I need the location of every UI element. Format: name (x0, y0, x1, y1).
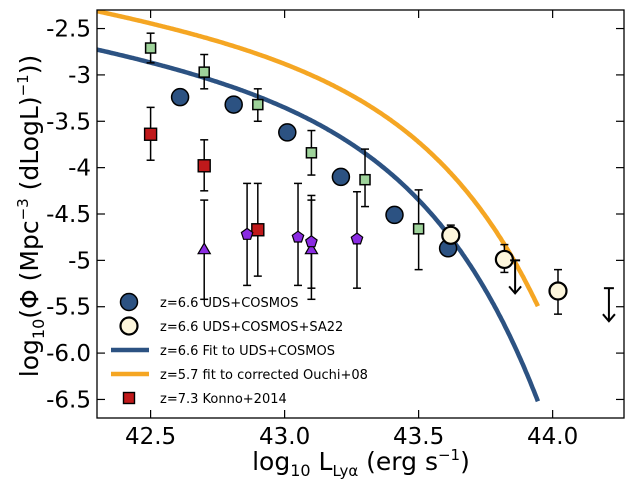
y-tick-label: -4.5 (46, 202, 91, 228)
konno-square-marker (143, 127, 158, 141)
y-tick-label: -5.5 (46, 295, 91, 321)
y-tick-label: -2.5 (46, 17, 91, 43)
y-axis-title: log10(Φ (Mpc−3 (dLogL)−1)) (14, 55, 48, 377)
blue-circle-marker (170, 87, 190, 107)
green-square-marker (144, 42, 157, 54)
x-axis-title: log10 LLyα (erg s−1) (252, 446, 470, 480)
green-square-marker (252, 98, 264, 111)
konno-square-marker (197, 159, 211, 173)
axis-ticks: 42.5 43.0 43.5 44.0 -2.5 -3 -3.5 -4 -4.5 -5 -5.5 -6… (46, 10, 624, 450)
blue-fit-curve (97, 47, 541, 403)
legend-label: z=6.6 Fit to UDS+COSMOS (160, 344, 335, 359)
green-square-marker (305, 147, 318, 159)
green-square-marker (198, 66, 210, 78)
purple-pentagon-marker (291, 230, 305, 243)
legend-label: z=7.3 Konno+2014 (160, 392, 287, 407)
blue-circle-marker (331, 167, 351, 187)
blue-circle-marker (224, 95, 243, 114)
upper-limit-arrow-head (602, 313, 616, 323)
fit-curves (97, 10, 541, 403)
y-tick-label: -6.0 (46, 341, 91, 367)
x-tick-label: 43.0 (259, 424, 310, 450)
konno-square-marker (251, 223, 265, 237)
purple-pentagon-marker (240, 227, 254, 240)
x-tick-label: 43.5 (393, 424, 444, 450)
legend-square-swatch (122, 391, 136, 405)
purple-pentagon-marker (350, 232, 364, 245)
purple-triangle-marker (197, 242, 212, 255)
blue-circle-marker (278, 123, 297, 142)
green-square-marker (412, 223, 425, 235)
cream-circle-marker (441, 225, 461, 245)
legend-circle-swatch (119, 292, 139, 312)
legend-circle-swatch (119, 316, 139, 336)
legend: z=6.6 UDS+COSMOS z=6.6 UDS+COSMOS+SA22 z=6… (111, 292, 368, 407)
orange-fit-curve (97, 10, 540, 308)
data-markers (143, 42, 616, 323)
purple-triangle-marker (304, 241, 319, 255)
legend-label: z=5.7 fit to corrected Ouchi+08 (160, 368, 368, 383)
blue-circle-marker (385, 205, 404, 225)
y-tick-label: -4 (68, 156, 91, 182)
x-tick-label: 42.5 (125, 424, 176, 450)
y-tick-label: -5 (68, 248, 91, 274)
green-square-marker (359, 173, 371, 186)
legend-label: z=6.6 UDS+COSMOS (160, 296, 298, 311)
upper-limit-arrow-head (508, 285, 522, 295)
x-tick-label: 44.0 (527, 424, 578, 450)
y-tick-label: -6.5 (46, 387, 91, 413)
y-tick-label: -3 (68, 63, 91, 89)
cream-circle-marker (548, 281, 568, 301)
legend-label: z=6.6 UDS+COSMOS+SA22 (160, 320, 343, 335)
purple-pentagon-marker (304, 235, 318, 248)
y-tick-label: -3.5 (46, 109, 91, 135)
